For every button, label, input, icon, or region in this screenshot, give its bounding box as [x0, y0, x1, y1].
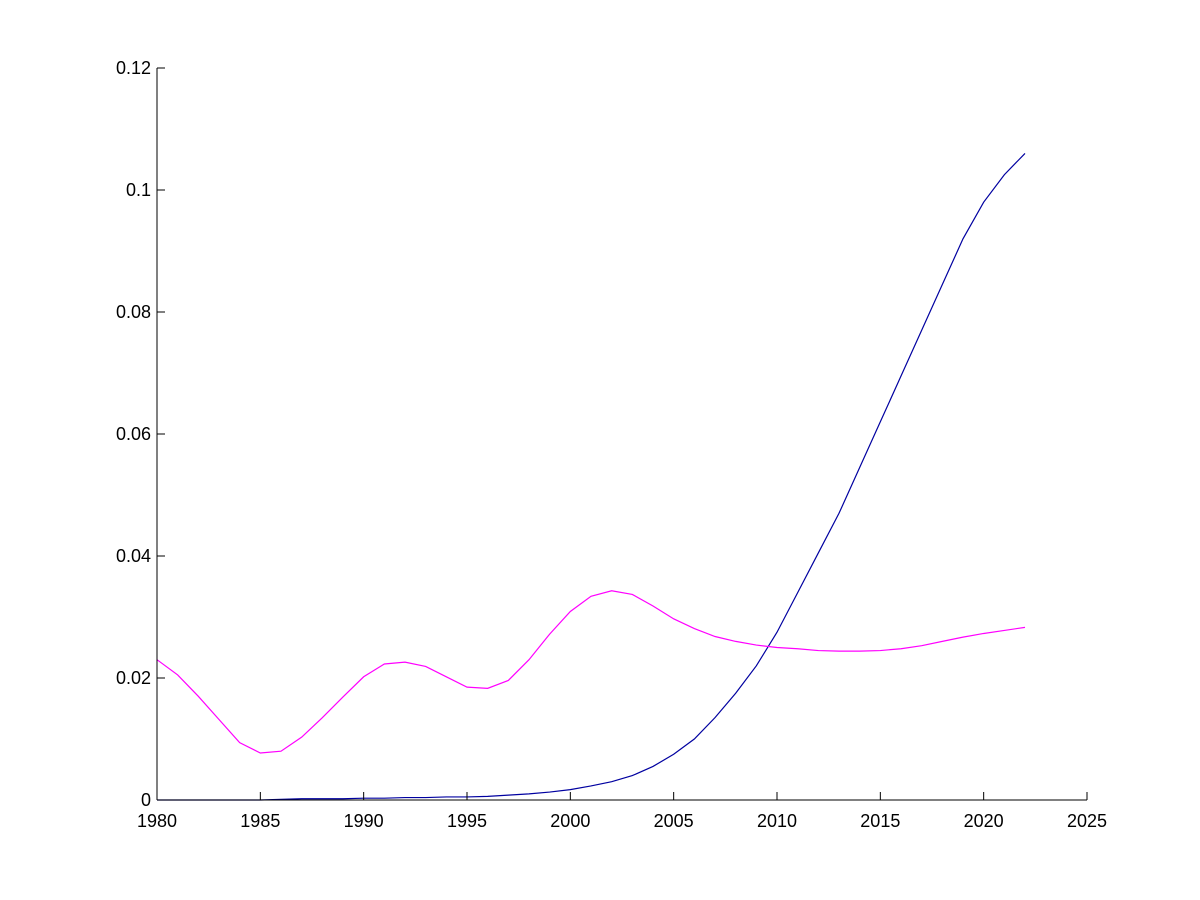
y-tick-label: 0 — [141, 790, 151, 810]
y-tick-label: 0.06 — [116, 424, 151, 444]
series-line-2 — [156, 590, 1026, 754]
x-tick-label: 1990 — [344, 811, 384, 831]
x-tick-label: 1995 — [447, 811, 487, 831]
y-tick-label: 0.12 — [116, 58, 151, 78]
x-tick-label: 2020 — [964, 811, 1004, 831]
axes-layer: 1980 1985 1990 1995 2000 2005 2010 2015 2020 2025… — [116, 58, 1107, 831]
series-line-1 — [157, 152, 1026, 801]
x-tick-label: 2010 — [757, 811, 797, 831]
x-tick-label: 2000 — [550, 811, 590, 831]
x-tick-label: 2005 — [654, 811, 694, 831]
y-tick-label: 0.04 — [116, 546, 151, 566]
y-tick-label: 0.08 — [116, 302, 151, 322]
x-tick-label: 1980 — [137, 811, 177, 831]
x-tick-label: 2025 — [1067, 811, 1107, 831]
series-layer — [156, 152, 1026, 801]
x-tick-label: 1985 — [240, 811, 280, 831]
y-tick-label: 0.02 — [116, 668, 151, 688]
x-tick-label: 2015 — [860, 811, 900, 831]
y-tick-label: 0.1 — [126, 180, 151, 200]
